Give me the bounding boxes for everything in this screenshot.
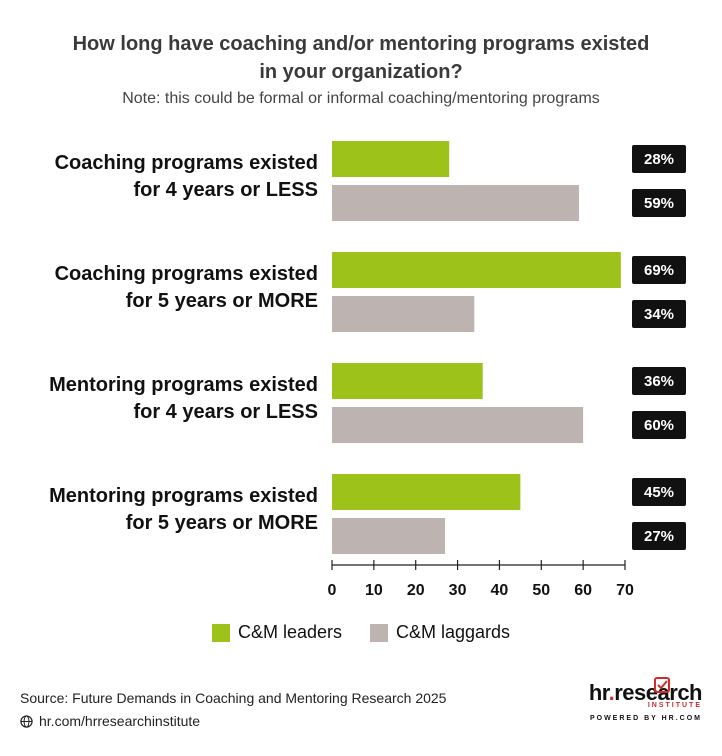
value-label: 34% (644, 306, 674, 323)
x-tick-label: 60 (574, 582, 592, 599)
bar-laggards (332, 407, 584, 443)
bar-leaders (332, 141, 450, 177)
value-badge (632, 300, 686, 328)
category-label: Coaching programs existed for 4 years or … (55, 152, 318, 201)
value-label: 60% (644, 417, 674, 434)
legend-swatch-leaders (211, 623, 230, 642)
x-tick-label: 70 (616, 582, 634, 599)
legend-item-laggards: C&M laggards (370, 622, 510, 643)
value-badge (632, 145, 686, 173)
chart-title: How long have coaching and/or mentoring … (0, 30, 722, 86)
bar-leaders (332, 474, 521, 510)
x-tick-label: 20 (407, 582, 425, 599)
x-tick-label: 10 (365, 582, 383, 599)
chart-legend: C&M leaders C&M laggards (0, 622, 722, 643)
value-label: 28% (644, 151, 674, 168)
clipboard-check-icon (654, 677, 670, 693)
value-label: 45% (644, 484, 674, 501)
logo-institute: INSTITUTE (647, 702, 702, 709)
value-badge (632, 367, 686, 395)
bar-leaders (332, 252, 621, 288)
category-label: Mentoring programs existed for 5 years or… (49, 485, 318, 534)
value-label: 27% (644, 528, 674, 545)
x-tick-label: 50 (532, 582, 550, 599)
value-badge (632, 189, 686, 217)
website-link-text[interactable]: hr.com/hrresearchinstitute (39, 713, 201, 729)
value-label: 36% (644, 373, 674, 390)
legend-label-laggards: C&M laggards (396, 622, 511, 642)
value-badge (632, 522, 686, 550)
x-tick-label: 40 (491, 582, 509, 599)
value-badge (632, 256, 686, 284)
value-label: 69% (644, 262, 674, 279)
legend-swatch-laggards (370, 623, 388, 642)
chart-title-line2: in your organization? (259, 61, 463, 83)
category-label: Mentoring programs existed for 4 years or… (49, 374, 318, 423)
value-label: 59% (644, 195, 674, 212)
bar-laggards (332, 296, 475, 332)
logo-powered-by: POWERED BY HR.COM (589, 715, 702, 722)
website-link[interactable]: hr.com/hrresearchinstitute (20, 713, 200, 729)
hr-research-institute-logo: hr.research INSTITUTE POWERED BY HR.COM (589, 677, 702, 722)
x-tick-label: 0 (328, 582, 337, 599)
value-badge (632, 411, 686, 439)
source-note: Source: Future Demands in Coaching and M… (20, 690, 447, 706)
category-label: Coaching programs existed for 5 years or … (55, 263, 318, 312)
value-badge (632, 478, 686, 506)
bar-leaders (332, 363, 483, 399)
globe-icon (20, 714, 33, 728)
bar-laggards (332, 185, 579, 221)
legend-label-leaders: C&M leaders (237, 622, 342, 642)
x-tick-label: 30 (449, 582, 467, 599)
legend-item-leaders: C&M leaders (211, 622, 342, 643)
chart-subtitle: Note: this could be formal or informal c… (122, 90, 600, 107)
bar-laggards (332, 518, 446, 554)
bar-chart: Coaching programs existed for 4 years or … (49, 141, 686, 599)
chart-title-line1: How long have coaching and/or mentoring … (72, 33, 650, 55)
